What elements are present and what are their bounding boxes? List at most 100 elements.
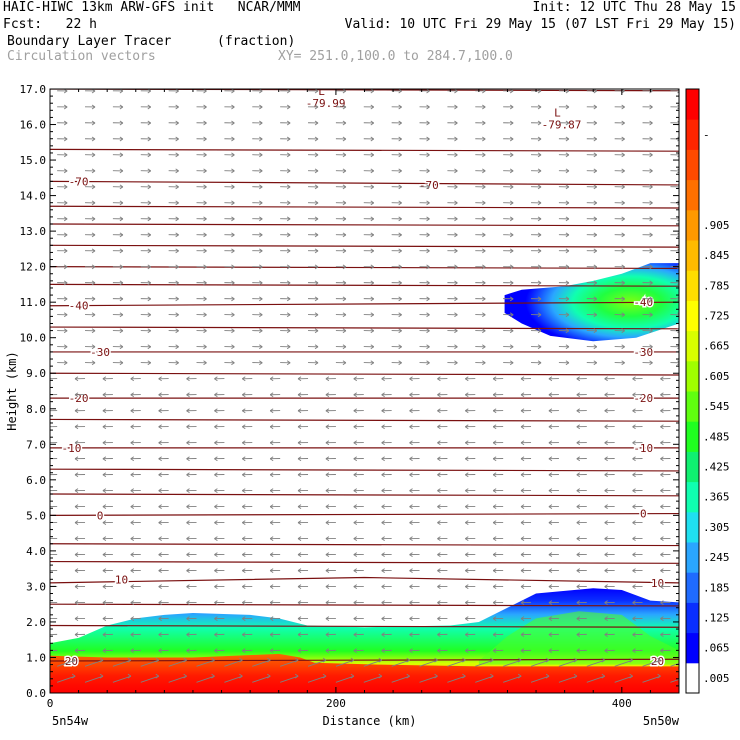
wind-vector <box>308 104 319 110</box>
wind-vector <box>642 344 653 350</box>
wind-vector <box>168 248 179 254</box>
wind-vector <box>280 248 291 254</box>
wind-vector <box>503 248 514 254</box>
wind-vector <box>492 472 504 478</box>
wind-vector <box>531 280 542 286</box>
wind-vector <box>475 168 486 174</box>
wind-vector <box>325 424 336 430</box>
wind-vector <box>531 248 542 254</box>
wind-vector <box>297 440 309 446</box>
wind-vector <box>252 168 263 174</box>
wind-vector <box>214 648 225 653</box>
wind-vector <box>280 152 291 158</box>
wind-vector <box>242 488 253 494</box>
wind-vector <box>503 328 514 334</box>
temperature-contour <box>50 576 679 584</box>
wind-vector <box>419 344 430 350</box>
wind-vector <box>214 632 225 637</box>
wind-vector <box>586 104 598 110</box>
wind-vector <box>140 264 152 270</box>
wind-vector <box>391 248 402 254</box>
wind-vector <box>158 408 169 414</box>
wind-vector <box>353 600 364 605</box>
wind-vector <box>242 456 253 462</box>
wind-vector <box>409 424 420 430</box>
wind-vector <box>130 504 141 510</box>
wind-vector <box>576 520 587 526</box>
wind-vector <box>614 184 625 190</box>
wind-vector <box>391 657 410 667</box>
wind-vector <box>604 600 615 605</box>
wind-vector <box>85 136 96 142</box>
wind-vector <box>381 648 392 653</box>
wind-vector <box>614 312 625 318</box>
wind-vector <box>112 232 124 238</box>
wind-vector <box>50 376 58 381</box>
wind-vector <box>586 184 598 190</box>
wind-vector <box>548 536 559 542</box>
colorbar-segment <box>686 209 699 241</box>
wind-vector <box>335 657 355 667</box>
wind-vector <box>586 328 598 334</box>
wind-vector <box>503 296 514 302</box>
wind-vector <box>632 552 643 558</box>
wind-vector <box>214 520 225 526</box>
colorbar-segment <box>686 300 699 332</box>
wind-vector <box>586 136 598 142</box>
wind-vector <box>353 472 364 478</box>
wind-vector <box>604 536 615 542</box>
wind-vector <box>363 184 375 190</box>
wind-vector <box>614 296 625 302</box>
wind-vector <box>196 152 207 158</box>
header-line2-right: Valid: 10 UTC Fri 29 May 15 (07 LST Fri … <box>344 17 736 32</box>
wind-vector <box>186 616 197 621</box>
wind-vector <box>269 440 281 446</box>
wind-vector <box>242 616 253 621</box>
wind-vector <box>531 296 542 302</box>
wind-vector <box>130 648 141 653</box>
wind-vector <box>447 136 458 142</box>
wind-vector <box>112 657 132 667</box>
colorbar-segment <box>686 451 699 483</box>
wind-vector <box>632 376 643 382</box>
wind-vector <box>168 344 179 350</box>
wind-vector <box>353 440 364 446</box>
wind-vector <box>632 584 643 589</box>
wind-vector <box>186 440 197 446</box>
wind-vector <box>252 152 263 158</box>
contour-label: -40 <box>69 300 89 313</box>
wind-vector <box>242 504 253 510</box>
wind-vector <box>642 673 661 683</box>
wind-vector <box>85 312 96 318</box>
wind-vector <box>335 152 347 158</box>
wind-vector <box>409 488 420 494</box>
wind-vector <box>660 488 671 494</box>
wind-vector <box>475 248 486 254</box>
wind-vector <box>391 104 402 110</box>
wind-vector <box>214 552 225 558</box>
wind-vector <box>74 456 86 462</box>
wind-vector <box>74 536 86 542</box>
wind-vector <box>214 392 225 398</box>
colorbar-label: .185 <box>703 581 730 594</box>
x-tick-label: 400 <box>612 697 632 710</box>
colorbar-label: - <box>703 128 710 141</box>
wind-vector <box>558 264 570 270</box>
wind-vector <box>280 216 291 222</box>
wind-vector <box>74 584 86 589</box>
colorbar-label: .725 <box>703 310 730 323</box>
wind-vector <box>363 673 383 683</box>
temperature-contour <box>50 560 679 564</box>
wind-vector <box>325 408 336 414</box>
wind-vector <box>57 232 68 238</box>
wind-vector <box>140 312 152 318</box>
wind-vector <box>660 536 671 542</box>
wind-vector <box>74 600 86 605</box>
contour-label: 0 <box>640 508 647 521</box>
wind-vector <box>531 360 542 366</box>
wind-vector <box>381 456 392 462</box>
wind-vector <box>520 616 532 621</box>
wind-vector <box>632 632 643 637</box>
wind-vector <box>437 520 448 526</box>
wind-vector <box>57 104 68 110</box>
